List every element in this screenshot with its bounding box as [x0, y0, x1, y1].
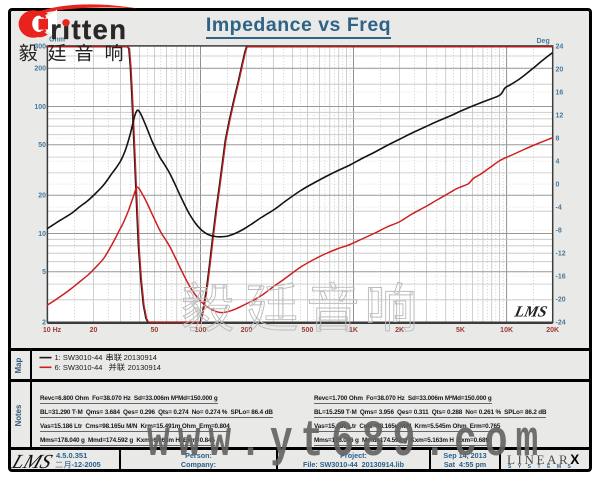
svg-text:100: 100 [34, 104, 46, 111]
svg-text:4: 4 [556, 159, 560, 166]
svg-text:10K: 10K [500, 327, 513, 334]
svg-text:20: 20 [90, 327, 98, 334]
svg-text:-4: -4 [556, 205, 562, 212]
svg-text:Notes: Notes [14, 404, 23, 426]
svg-text:100: 100 [195, 327, 207, 334]
svg-text:20: 20 [38, 193, 46, 200]
svg-text:12: 12 [556, 112, 564, 119]
svg-text:-12: -12 [556, 251, 566, 258]
svg-text:2: 2 [42, 320, 46, 327]
svg-text:10: 10 [38, 231, 46, 238]
svg-text:6: SW3010-44: 6: SW3010-44 [55, 363, 103, 372]
svg-text:1K: 1K [349, 327, 358, 334]
svg-text:20130914: 20130914 [128, 363, 161, 372]
svg-text:200: 200 [34, 66, 46, 73]
svg-text:10 Hz: 10 Hz [43, 327, 62, 334]
svg-text:5: 5 [42, 269, 46, 276]
svg-text:-24: -24 [556, 320, 566, 327]
svg-text:Map: Map [14, 357, 23, 373]
svg-text:24: 24 [556, 43, 564, 50]
svg-text:20: 20 [556, 66, 564, 73]
svg-text:20130914: 20130914 [124, 353, 157, 362]
svg-text:50: 50 [38, 142, 46, 149]
svg-text:50: 50 [151, 327, 159, 334]
svg-text:20K: 20K [546, 327, 559, 334]
svg-text:Deg: Deg [537, 38, 550, 45]
svg-text:200: 200 [241, 327, 253, 334]
svg-text:300: 300 [34, 43, 46, 50]
svg-text:16: 16 [556, 89, 564, 96]
svg-text:2K: 2K [395, 327, 404, 334]
svg-text:8: 8 [556, 136, 560, 143]
svg-text:-16: -16 [556, 274, 566, 281]
svg-text:5K: 5K [456, 327, 465, 334]
svg-text:LMS: LMS [512, 304, 549, 321]
svg-text:-8: -8 [556, 228, 562, 235]
svg-text:500: 500 [302, 327, 314, 334]
svg-text:-20: -20 [556, 297, 566, 304]
svg-text:1: SW3010-44: 1: SW3010-44 [55, 353, 103, 362]
svg-text:rıtten: rıtten [50, 14, 127, 45]
svg-text:Ohm: Ohm [49, 37, 65, 44]
svg-text:0: 0 [556, 182, 560, 189]
